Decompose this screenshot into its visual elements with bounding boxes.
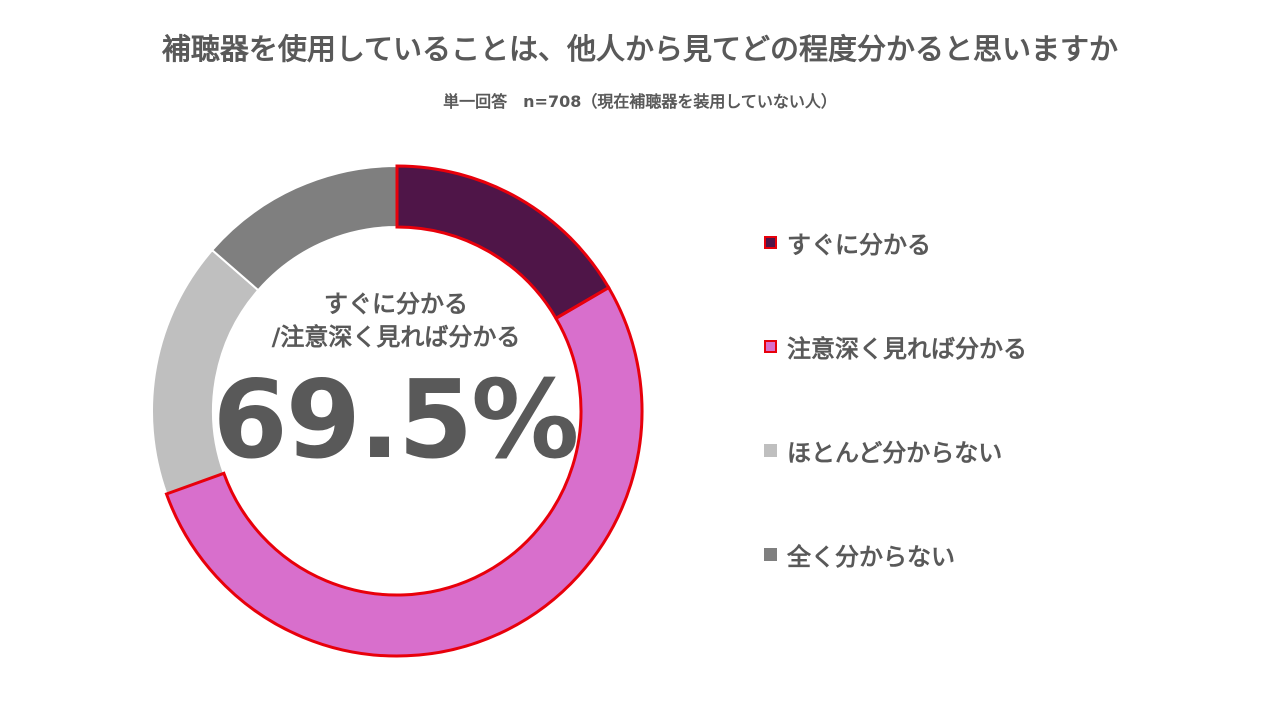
- legend-label: ほとんど分からない: [787, 438, 1003, 467]
- legend-item: 全く分からない: [764, 534, 955, 574]
- legend-label: 注意深く見れば分かる: [787, 334, 1027, 363]
- legend-swatch: [764, 339, 777, 353]
- legend-swatch: [764, 547, 777, 561]
- center-label-line2: /注意深く見れば分かる: [271, 323, 521, 351]
- chart-title: 補聴器を使用していることは、他人から見てどの程度分かると思いますか: [161, 32, 1119, 66]
- center-value: 69.5%: [212, 358, 580, 483]
- legend-label: すぐに分かる: [787, 230, 931, 259]
- legend-swatch: [764, 443, 777, 457]
- legend-item: 注意深く見れば分かる: [764, 326, 1027, 366]
- slice-highlight-outline: [164, 285, 644, 658]
- legend-item: すぐに分かる: [764, 222, 931, 262]
- center-label-line1: すぐに分かる: [324, 290, 468, 318]
- legend-label: 全く分からない: [787, 542, 955, 571]
- legend-item: ほとんど分からない: [764, 430, 1002, 470]
- center-label: すぐに分かる /注意深く見れば分かる: [226, 288, 566, 354]
- chart-subtitle: 単一回答 n=708（現在補聴器を装用していない人）: [443, 92, 837, 111]
- donut-slice: [210, 164, 398, 292]
- legend-swatch: [764, 235, 777, 249]
